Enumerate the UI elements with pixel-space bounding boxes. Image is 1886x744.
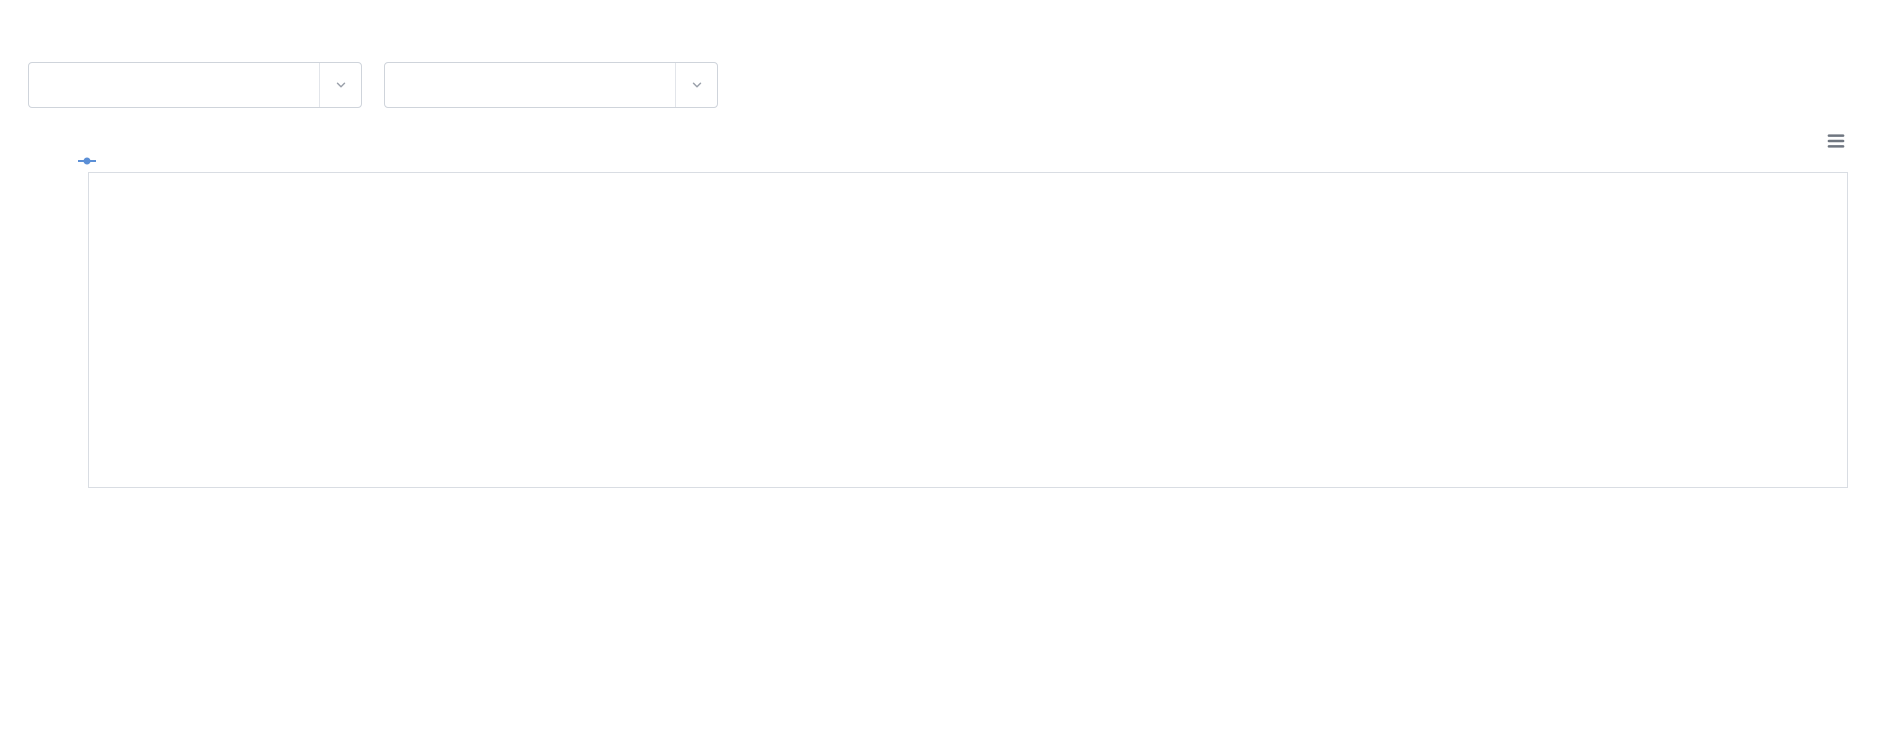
chart-plot[interactable] (88, 172, 1848, 488)
controls-row (28, 52, 1858, 108)
chart-area (88, 172, 1848, 520)
legend-marker-icon (78, 156, 96, 166)
chevron-down-icon (675, 63, 717, 107)
breakdown-control-group (384, 52, 718, 108)
breakdown-select-value (385, 63, 675, 107)
statistics-select-value (29, 63, 319, 107)
chart-legend[interactable] (78, 156, 1858, 166)
breakdown-select[interactable] (384, 62, 718, 108)
chart-wrapper (28, 156, 1858, 520)
chevron-down-icon (319, 63, 361, 107)
x-axis-labels (88, 496, 1848, 520)
statistics-control-group (28, 52, 362, 108)
chart-menu-button[interactable] (1822, 128, 1850, 154)
y-axis-labels (30, 172, 80, 520)
statistics-select[interactable] (28, 62, 362, 108)
